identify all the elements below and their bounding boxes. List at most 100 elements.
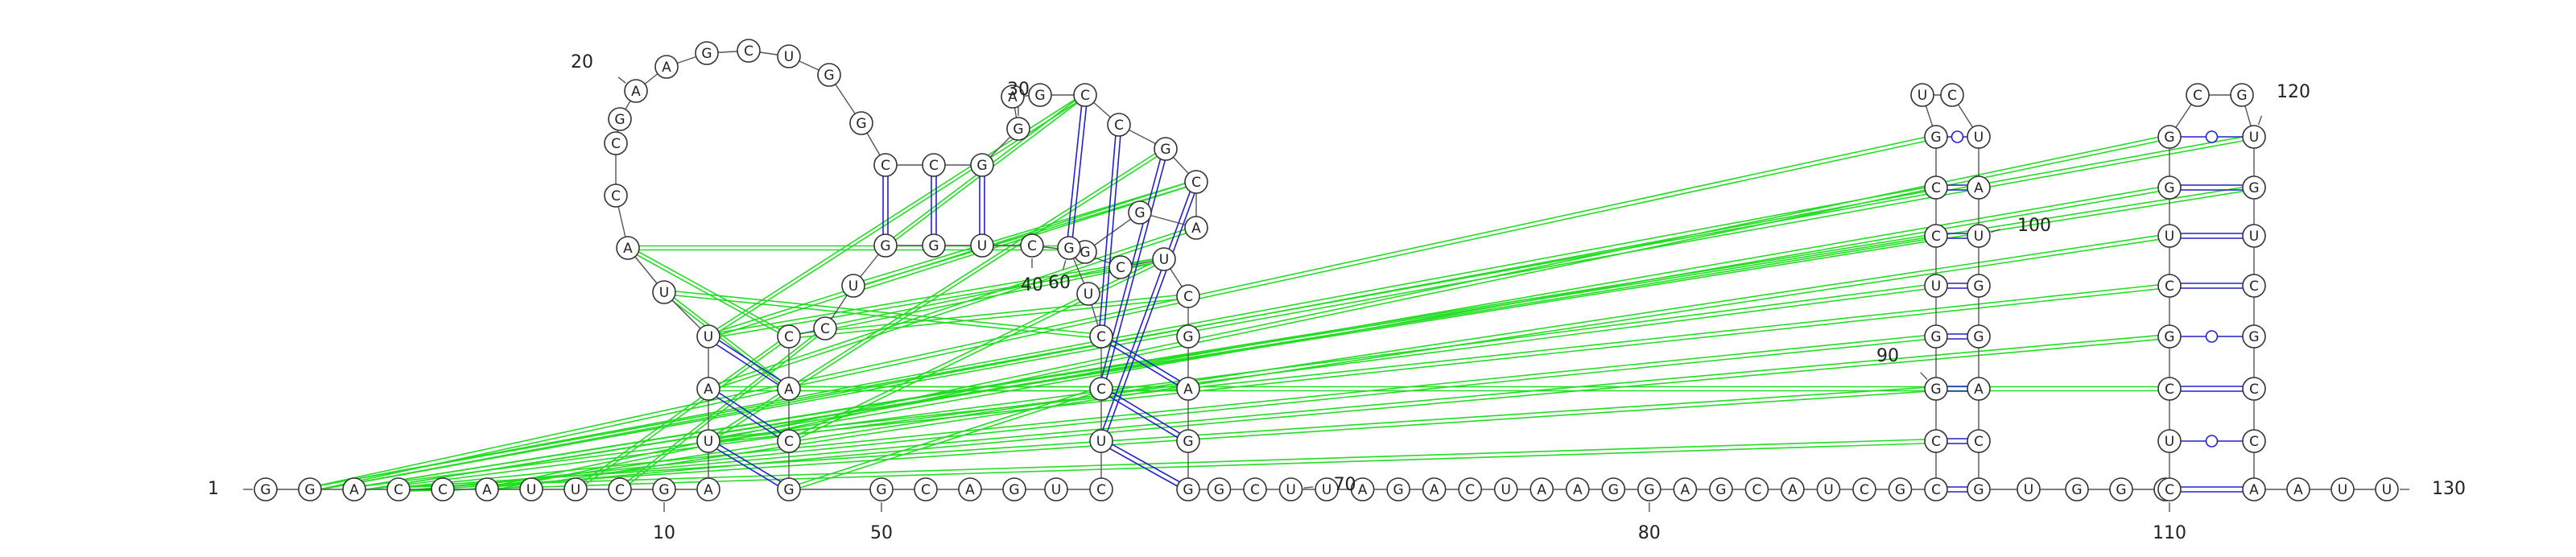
nucleotide-circle [777,377,801,401]
nucleotide-circle [608,477,632,501]
nucleotide-letter: A [1974,180,1984,196]
nucleotide: G [298,477,322,501]
nucleotide-letter: G [658,482,669,498]
nucleotide-letter: C [1250,482,1260,498]
nucleotide: C [386,477,411,501]
nucleotide-circle [1278,477,1303,501]
nucleotide-letter: U [526,482,536,498]
nucleotide-letter: G [1009,482,1019,498]
nucleotide-letter: G [1160,142,1170,158]
nucleotide: C [922,153,946,177]
nucleotide-circle [2286,477,2310,501]
nucleotide-letter: G [976,158,987,174]
nucleotide-circle [2375,477,2399,501]
nucleotide: U [564,477,588,501]
nucleotide-circle [1154,137,1178,161]
pseudoknot-pair-line [1103,149,1169,390]
nucleotide-circle [873,153,898,177]
nucleotide-circle [1001,85,1025,109]
nucleotide: G [2242,324,2266,349]
tertiary-interaction-line [309,134,1937,489]
nucleotide-circle [1458,477,1482,501]
nucleotide-letter: G [2248,329,2259,345]
nucleotide-circle [1781,477,1805,501]
nucleotide-circle [604,184,628,208]
nucleotide-circle [2157,224,2182,248]
nucleotide-letter: C [611,188,621,204]
nucleotide: C [2157,274,2182,298]
base-pair-line [707,442,788,493]
nucleotide: C [2242,274,2266,298]
nucleotide: G [2157,125,2182,149]
nucleotide-circle [922,233,946,258]
nucleotide-letter: A [1430,482,1439,498]
nucleotide-circle [1350,477,1375,501]
nucleotide-circle [1243,477,1267,501]
nucleotide-letter: A [1573,482,1583,498]
nucleotide-letter: A [623,241,633,257]
nucleotide-circle [624,79,648,103]
nucleotide-letter: A [1183,382,1193,398]
nucleotide-letter: G [1034,88,1045,104]
nucleotide-letter: A [2293,482,2303,498]
nucleotide-letter: A [1191,221,1201,237]
nucleotide-circle [2157,477,2182,501]
tertiary-interaction-line [442,333,2170,489]
tertiary-interaction-layer [309,92,2255,493]
tertiary-interaction-line [398,390,1937,493]
nucleotide-circle [2230,83,2254,107]
nucleotide: C [737,39,761,63]
nucleotide-circle [970,233,994,258]
nucleotide-letter: G [1608,482,1619,498]
pseudoknot-pair-line [1103,182,1199,443]
nucleotide-letter: G [783,482,794,498]
position-tick [1920,372,1928,380]
nucleotide: C [1852,477,1876,501]
nucleotide-circle [1006,117,1030,141]
nucleotide-letter: A [704,382,713,398]
nucleotide-circle [2157,125,2182,149]
tertiary-interaction-line [788,390,1102,493]
nucleotide-circle [1924,224,1948,248]
position-label: 110 [2153,523,2186,543]
nucleotide: G [254,477,278,501]
nucleotide-letter: C [2249,382,2259,398]
nucleotide-circle [777,44,801,68]
tertiary-interaction-line [708,229,1197,392]
nucleotide-circle [1386,477,1410,501]
nucleotide-letter: U [848,278,858,295]
nucleotide: G [1006,117,1030,141]
nucleotide: G [1002,477,1026,501]
nucleotide-letter: U [1322,482,1331,498]
base-pair-line [1102,333,1190,388]
nucleotide-circle [873,233,898,258]
nucleotide: U [2157,429,2182,453]
nucleotide-circle [1176,377,1200,401]
nucleotide-circle [475,477,499,501]
gu-wobble-marker [2205,330,2219,343]
nucleotide: C [1924,477,1948,501]
nucleotide: G [1967,477,1991,501]
gu-wobble-marker [1951,130,1964,143]
nucleotide-letter: A [704,482,713,498]
nucleotide: G [2109,477,2133,501]
nucleotide-circle [777,324,801,349]
nucleotide: U [2330,477,2355,501]
nucleotide-circle [2242,429,2266,453]
nucleotide-circle [1967,224,1991,248]
nucleotide: A [1184,216,1208,240]
tertiary-interaction-line [398,386,1937,489]
nucleotide: G [1154,137,1178,161]
nucleotide-letter: A [349,482,359,498]
nucleotide-circle [2109,477,2133,501]
nucleotide: A [958,477,982,501]
nucleotide: C [914,477,938,501]
nucleotide-letter: C [1931,482,1941,498]
nucleotide: A [1422,477,1447,501]
nucleotide-circle [2242,224,2266,248]
nucleotide-circle [1108,255,1133,279]
tertiary-interaction-line [575,333,790,489]
nucleotide-letter: C [2165,482,2174,498]
nucleotide-circle [431,477,455,501]
